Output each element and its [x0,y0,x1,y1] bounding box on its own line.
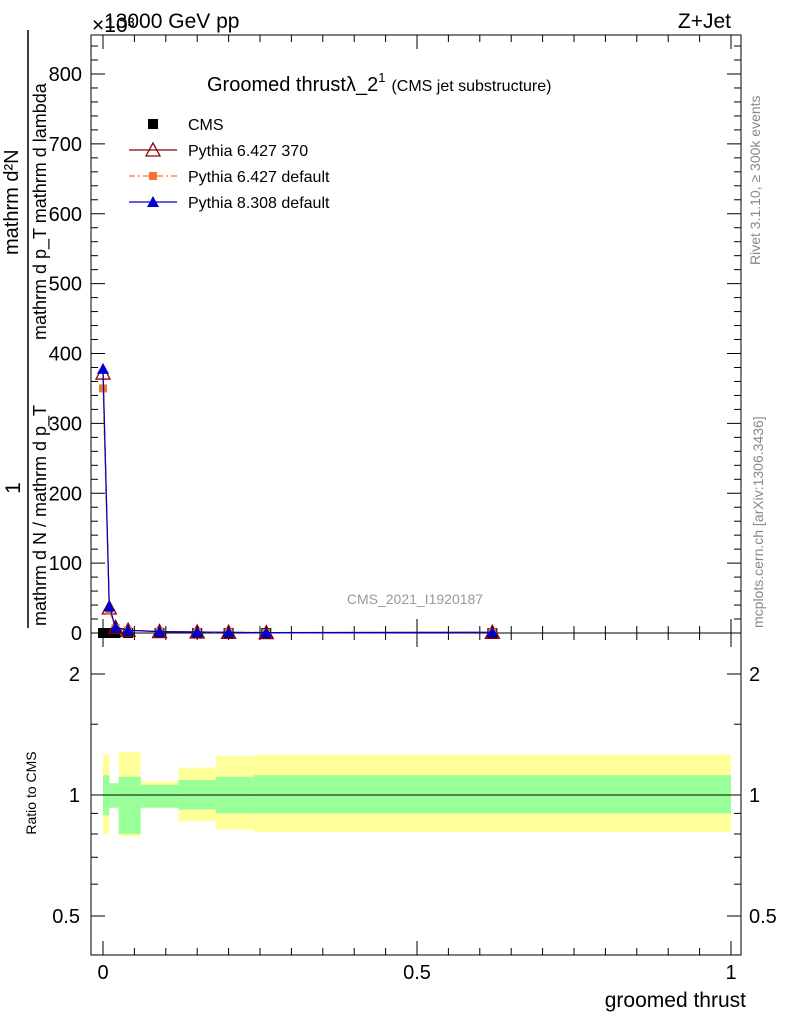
legend: CMS Pythia 6.427 370 Pythia 6.427 default P… [129,117,330,212]
y-tick-label: 0 [71,623,82,645]
plot-title-sup: 1 [378,70,385,85]
data-point [109,621,122,633]
series-layer [94,362,501,640]
data-point [98,628,108,638]
legend-label: Pythia 6.427 370 [188,143,308,160]
data-point [97,362,109,374]
y-tick-label: 100 [49,553,82,575]
x-tick-label: 1 [725,962,736,984]
y-tick-label: 600 [49,204,82,226]
data-point [153,625,166,637]
analysis-id: CMS_2021_I1920187 [347,591,483,607]
ratio-y-tick-label: 2 [69,664,80,686]
legend-label: Pythia 8.308 default [188,195,330,212]
ratio-y-tick-label-right: 1 [749,785,760,807]
y-tick-label: 500 [49,274,82,296]
main-ylabel: 1 mathrm d N / mathrm d p_T mathrm d²N m… [1,30,51,628]
legend-marker [147,196,159,207]
side-text-mcplots: mcplots.cern.ch [arXiv:1306.3436] [750,416,766,628]
y-tick-label: 300 [49,413,82,435]
x-tick-label: 0 [97,962,108,984]
process-label: Z+Jet [678,10,731,33]
legend-label: Pythia 6.427 default [188,169,330,186]
plot-title-sub: (CMS jet substructure) [391,78,551,95]
y-tick-label: 800 [49,64,82,86]
ratio-ylabel: Ratio to CMS [23,751,39,834]
exponent-label: ×10³ [92,14,135,37]
xlabel: groomed thrust [605,989,746,1012]
data-point [191,625,204,637]
ratio-uncertainty-bands [103,751,731,837]
ratio-inner-band [140,784,179,808]
plot-title: Groomed thrustλ_21 (CMS jet substructure) [207,70,551,96]
plot-title-lambda: λ_2 [346,74,378,96]
y-tick-label: 700 [49,134,82,156]
data-point [122,624,135,636]
ylabel-inner-denominator: mathrm d p_T mathrm d lambda [30,82,51,340]
data-point [103,600,116,612]
ratio-inner-band [253,775,731,814]
ylabel-numerator: 1 [2,482,25,494]
ratio-y-tick-label: 1 [69,785,80,807]
legend-label: CMS [188,117,224,134]
y-tick-label: 400 [49,344,82,366]
plot-title-main: Groomed thrust [207,74,346,96]
ratio-inner-band [118,776,141,834]
ratio-y-tick-label-right: 2 [749,664,760,686]
data-point [486,626,499,638]
data-point [222,626,235,638]
ylabel-inner-numerator: mathrm d²N [1,149,23,255]
main-axes: 0 100 200 300 400 500 600 700 800 [49,35,741,645]
ylabel-denominator: mathrm d N / mathrm d p_T [30,405,51,626]
legend-marker [144,141,162,157]
side-text-rivet: Rivet 3.1.10, ≥ 300k events [747,95,763,265]
x-tick-label: 0.5 [403,962,431,984]
energy-label: 13000 GeV pp [104,10,239,33]
data-point [260,626,273,638]
y-tick-label: 200 [49,483,82,505]
ratio-y-tick-label: 0.5 [52,906,80,928]
ratio-y-tick-label-right: 0.5 [749,906,777,928]
legend-marker [148,119,158,129]
legend-marker [149,172,157,180]
